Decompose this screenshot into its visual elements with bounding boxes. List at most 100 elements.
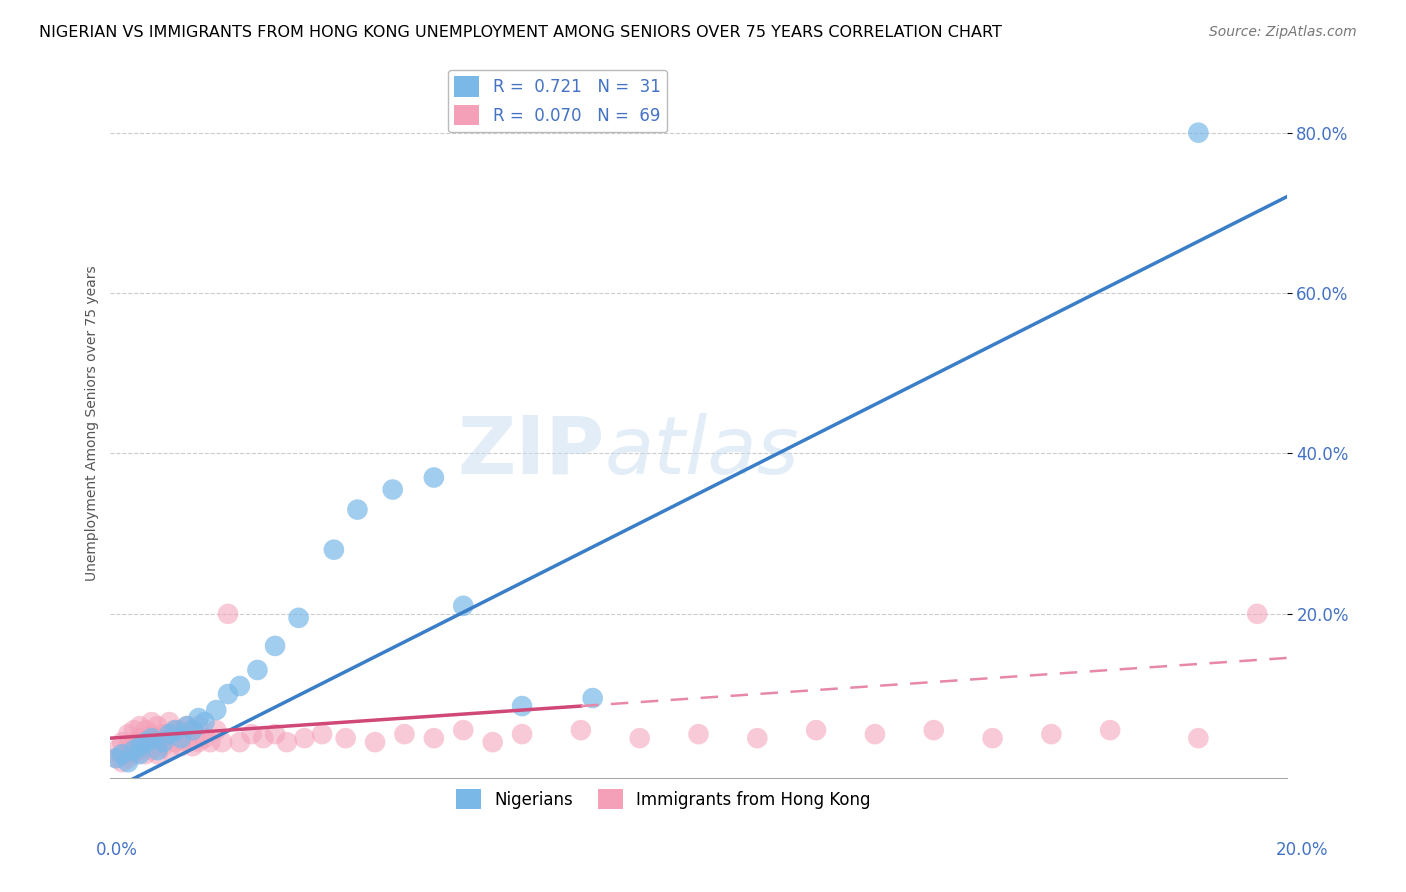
Point	[135, 735, 157, 749]
Point	[157, 715, 180, 730]
Point	[135, 723, 157, 738]
Point	[863, 727, 886, 741]
Point	[423, 470, 446, 484]
Point	[181, 723, 204, 738]
Point	[364, 735, 387, 749]
Point	[1187, 126, 1209, 140]
Point	[146, 719, 169, 733]
Point	[117, 739, 139, 754]
Point	[1099, 723, 1122, 738]
Point	[423, 731, 446, 746]
Point	[981, 731, 1004, 746]
Point	[111, 747, 134, 762]
Point	[193, 715, 215, 730]
Point	[111, 747, 134, 762]
Point	[176, 735, 198, 749]
Point	[747, 731, 769, 746]
Point	[510, 699, 533, 714]
Point	[170, 731, 193, 746]
Point	[335, 731, 357, 746]
Point	[346, 502, 368, 516]
Point	[141, 715, 163, 730]
Point	[510, 727, 533, 741]
Point	[628, 731, 651, 746]
Point	[117, 755, 139, 769]
Point	[170, 739, 193, 754]
Point	[1040, 727, 1063, 741]
Point	[128, 747, 150, 762]
Y-axis label: Unemployment Among Seniors over 75 years: Unemployment Among Seniors over 75 years	[86, 266, 100, 582]
Point	[240, 727, 263, 741]
Point	[152, 727, 174, 741]
Point	[146, 743, 169, 757]
Point	[128, 743, 150, 757]
Text: ZIP: ZIP	[457, 413, 605, 491]
Point	[157, 727, 180, 741]
Point	[481, 735, 503, 749]
Point	[111, 735, 134, 749]
Point	[229, 735, 252, 749]
Point	[122, 747, 145, 762]
Point	[128, 739, 150, 754]
Text: 20.0%: 20.0%	[1277, 840, 1329, 858]
Point	[152, 739, 174, 754]
Point	[187, 719, 209, 733]
Point	[122, 735, 145, 749]
Point	[117, 751, 139, 765]
Point	[135, 747, 157, 762]
Point	[264, 727, 287, 741]
Point	[135, 735, 157, 749]
Point	[311, 727, 333, 741]
Point	[1187, 731, 1209, 746]
Point	[246, 663, 269, 677]
Point	[105, 743, 128, 757]
Text: 0.0%: 0.0%	[96, 840, 138, 858]
Point	[105, 751, 128, 765]
Point	[205, 703, 228, 717]
Point	[176, 719, 198, 733]
Point	[217, 687, 239, 701]
Point	[276, 735, 298, 749]
Point	[181, 739, 204, 754]
Point	[146, 731, 169, 746]
Point	[322, 542, 344, 557]
Point	[187, 711, 209, 725]
Point	[141, 727, 163, 741]
Point	[569, 723, 592, 738]
Point	[165, 735, 187, 749]
Point	[170, 723, 193, 738]
Point	[193, 731, 215, 746]
Point	[141, 731, 163, 746]
Point	[141, 743, 163, 757]
Point	[394, 727, 416, 741]
Point	[451, 599, 474, 613]
Point	[200, 735, 222, 749]
Point	[294, 731, 316, 746]
Point	[181, 723, 204, 738]
Point	[146, 747, 169, 762]
Point	[165, 723, 187, 738]
Point	[176, 719, 198, 733]
Point	[922, 723, 945, 738]
Point	[211, 735, 233, 749]
Point	[287, 611, 309, 625]
Point	[157, 727, 180, 741]
Point	[688, 727, 710, 741]
Text: atlas: atlas	[605, 413, 799, 491]
Point	[165, 723, 187, 738]
Point	[804, 723, 827, 738]
Legend: Nigerians, Immigrants from Hong Kong: Nigerians, Immigrants from Hong Kong	[449, 782, 877, 816]
Point	[122, 743, 145, 757]
Point	[252, 731, 274, 746]
Point	[205, 723, 228, 738]
Text: Source: ZipAtlas.com: Source: ZipAtlas.com	[1209, 25, 1357, 39]
Point	[582, 691, 605, 706]
Point	[381, 483, 404, 497]
Point	[128, 731, 150, 746]
Point	[117, 727, 139, 741]
Point	[111, 755, 134, 769]
Point	[264, 639, 287, 653]
Text: NIGERIAN VS IMMIGRANTS FROM HONG KONG UNEMPLOYMENT AMONG SENIORS OVER 75 YEARS C: NIGERIAN VS IMMIGRANTS FROM HONG KONG UN…	[39, 25, 1002, 40]
Point	[451, 723, 474, 738]
Point	[122, 723, 145, 738]
